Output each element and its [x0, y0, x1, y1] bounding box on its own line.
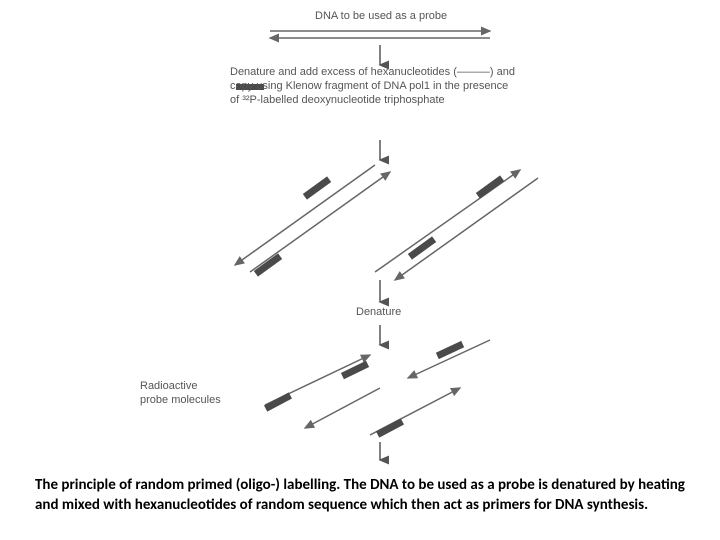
title-label: DNA to be used as a probe [315, 10, 447, 24]
step1-label: Denature and add excess of hexanucleotid… [230, 66, 520, 107]
step1-text: Denature and add excess of hexanucleotid… [230, 66, 515, 106]
diagram: DNA to be used as a probe Denature and a… [120, 10, 600, 460]
caption: The principle of random primed (oligo-) … [35, 476, 685, 515]
result-label: Radioactive probe molecules [140, 380, 240, 408]
step2-label: Denature [356, 306, 401, 320]
